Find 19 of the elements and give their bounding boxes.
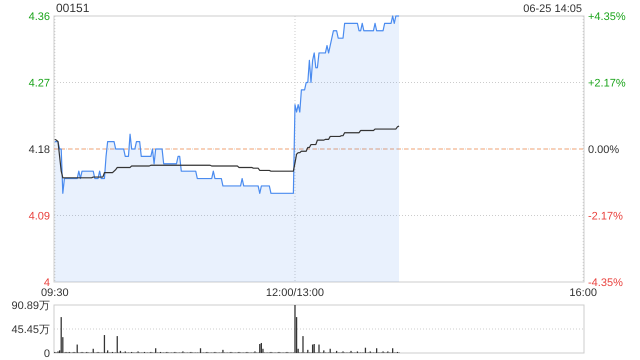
y-tick-label: 0 <box>44 348 50 360</box>
y2-tick-label: +2.17% <box>588 78 626 90</box>
y-tick-label: 45.45万 <box>11 324 50 336</box>
y-tick-label: 4.36 <box>28 11 50 23</box>
x-tick-label: 09:30 <box>41 287 69 299</box>
y-tick-label: 4.09 <box>28 210 50 222</box>
y2-tick-label: 0.00% <box>588 144 620 156</box>
y-tick-label: 4 <box>44 277 50 289</box>
y-tick-label: 90.89万 <box>11 300 50 312</box>
y2-tick-label: +4.35% <box>588 11 626 23</box>
y-tick-label: 4.18 <box>28 144 50 156</box>
line-series <box>54 125 400 178</box>
y2-tick-label: -2.17% <box>588 210 624 222</box>
x-tick-label: 16:00 <box>569 287 597 299</box>
chart-title: 00151 <box>56 1 90 15</box>
x-tick-label: 12:00/13:00 <box>266 287 324 299</box>
y-tick-label: 4.27 <box>28 78 50 90</box>
text: 06-25 14:05 <box>523 3 582 15</box>
y2-tick-label: -4.35% <box>588 277 624 289</box>
